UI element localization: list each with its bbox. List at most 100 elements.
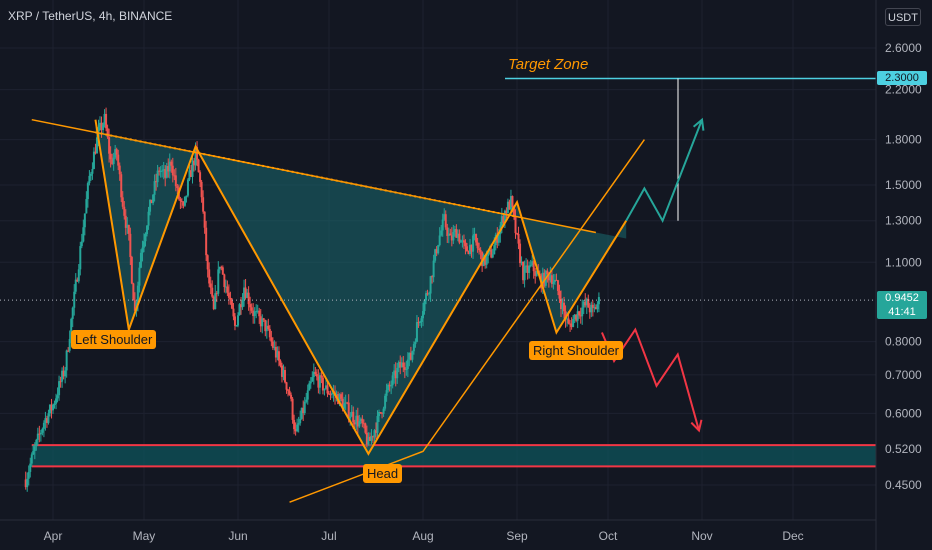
time-tick-label: Jul <box>321 529 336 543</box>
candle-body <box>344 402 347 404</box>
candle-body <box>561 302 564 310</box>
candle-body <box>320 375 323 378</box>
candle-body <box>86 183 89 200</box>
candle-body <box>193 160 196 166</box>
candle-body <box>321 377 324 391</box>
candle-body <box>32 450 35 455</box>
candle-body <box>121 197 124 207</box>
candle-body <box>541 272 544 289</box>
candle-body <box>362 423 365 425</box>
candle-body <box>270 337 273 342</box>
price-tick-label: 2.2000 <box>885 83 922 97</box>
candle-body <box>335 394 338 396</box>
price-tick-label: 1.5000 <box>885 178 922 192</box>
candle-body <box>79 246 82 270</box>
candle-body <box>431 276 434 278</box>
candle-body <box>323 388 326 391</box>
candle-body <box>367 436 370 445</box>
candle-body <box>174 175 177 187</box>
price-tick-label: 0.6000 <box>885 406 922 420</box>
candle-body <box>48 404 51 414</box>
candle-body <box>180 201 183 203</box>
time-tick-label: Apr <box>44 529 63 543</box>
candle-body <box>164 169 167 178</box>
candle-body <box>423 300 426 312</box>
candle-body <box>306 390 309 400</box>
candle-body <box>159 171 162 173</box>
candle-body <box>317 376 320 388</box>
candle-body <box>123 206 126 216</box>
candle-body <box>596 304 599 310</box>
candle-body <box>346 402 349 404</box>
candle-body <box>206 255 209 270</box>
candle-body <box>297 423 300 425</box>
time-tick-label: Sep <box>506 529 528 543</box>
candle-body <box>464 242 467 247</box>
candle-body <box>558 290 561 299</box>
candle-body <box>186 179 189 196</box>
candle-body <box>265 325 268 332</box>
candle-body <box>531 261 534 266</box>
candle-body <box>89 173 92 176</box>
candle-body <box>255 311 258 313</box>
candle-body <box>77 269 80 282</box>
candle-body <box>459 240 462 243</box>
pattern-fill-region <box>95 119 627 454</box>
candle-body <box>353 422 356 425</box>
rising-trendline <box>289 139 646 503</box>
candle-body <box>58 381 61 396</box>
price-tick-label: 1.1000 <box>885 255 922 269</box>
candle-body <box>139 252 142 268</box>
price-axis[interactable]: 2.6000 2.2000 1.8000 1.5000 1.3000 1.1000 0.80… <box>875 0 922 550</box>
candle-body <box>115 149 118 155</box>
candle-body <box>465 246 468 252</box>
candle-body <box>38 433 41 435</box>
candle-body <box>97 127 100 138</box>
price-tick-label: 1.8000 <box>885 133 922 147</box>
candle-body <box>516 233 519 235</box>
candle-body <box>153 181 156 195</box>
bullish-projection-arrow <box>625 119 703 224</box>
candle-body <box>76 279 79 282</box>
candle-body <box>240 304 243 308</box>
time-tick-label: May <box>133 529 156 543</box>
candle-body <box>165 165 168 178</box>
candle-body <box>520 261 523 264</box>
candle-body <box>118 165 121 175</box>
candle-body <box>475 234 478 243</box>
candle-body <box>211 287 214 297</box>
candle-body <box>67 350 70 352</box>
time-tick-label: Aug <box>412 529 433 543</box>
candle-body <box>243 287 246 300</box>
candle-body <box>576 311 579 321</box>
candle-body <box>68 339 71 351</box>
candle-countdown: 41:41 <box>888 306 916 318</box>
candle-body <box>138 267 141 286</box>
candle-body <box>233 316 236 326</box>
candle-body <box>238 304 241 316</box>
candle-body <box>253 311 256 317</box>
candles <box>24 107 600 492</box>
candle-body <box>511 196 514 207</box>
candle-body <box>27 471 30 479</box>
candle-body <box>200 181 203 198</box>
candle-body <box>102 124 105 131</box>
candle-body <box>274 346 277 358</box>
candle-body <box>259 316 262 327</box>
candle-body <box>528 265 531 273</box>
bullish-projection-arrow-head <box>692 117 705 131</box>
currency-button[interactable]: USDT <box>885 8 921 26</box>
time-axis[interactable]: Apr May Jun Jul Aug Sep Oct Nov Dec <box>0 519 876 543</box>
candle-body <box>70 318 73 340</box>
candle-body <box>396 367 399 379</box>
candle-body <box>305 399 308 402</box>
candle-body <box>156 170 159 183</box>
candle-body <box>212 296 215 310</box>
candle-body <box>443 214 446 220</box>
candle-body <box>479 250 482 252</box>
candle-body <box>114 149 117 158</box>
candle-body <box>111 159 114 164</box>
candle-body <box>488 249 491 252</box>
candle-body <box>405 368 408 370</box>
